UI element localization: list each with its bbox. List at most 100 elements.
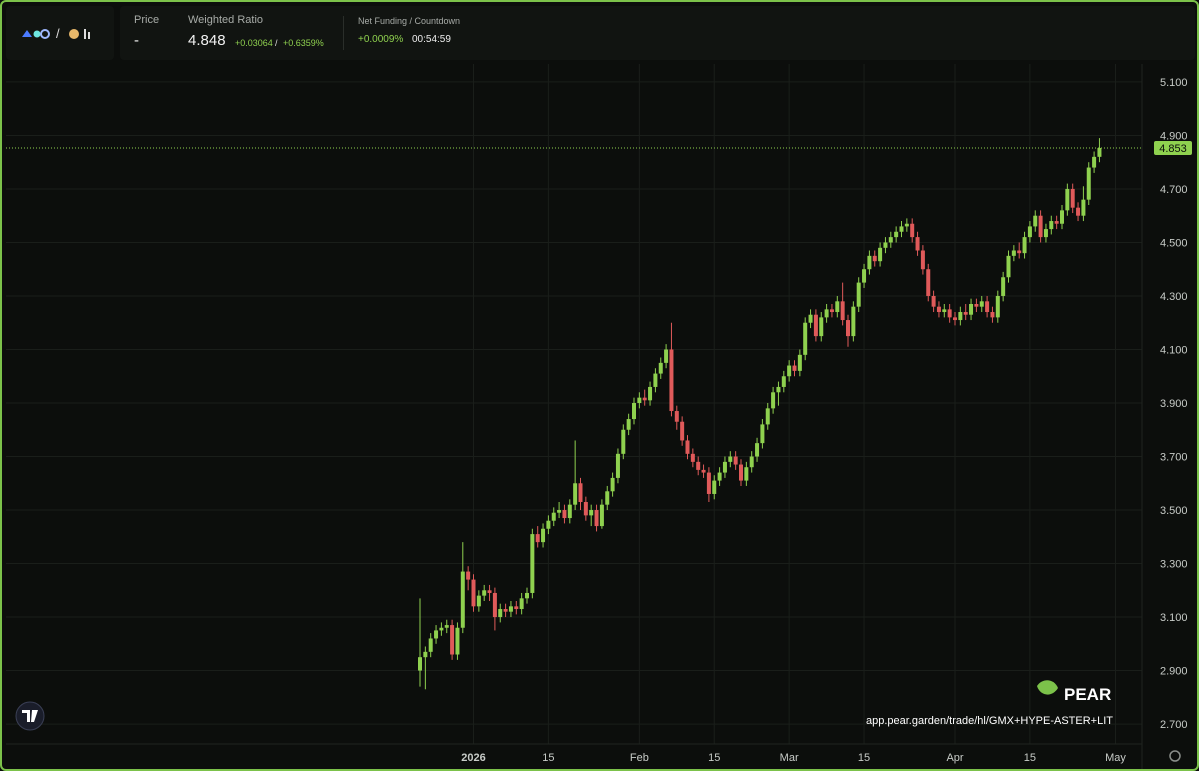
candle-body [439,627,444,631]
candle-body [851,306,856,337]
candle-body [476,595,481,607]
token-icon [33,30,41,38]
share-url: app.pear.garden/trade/hl/GMX+HYPE-ASTER+… [866,715,1113,727]
x-tick-label: May [1105,752,1126,764]
candle-body [696,461,701,470]
candle-body [492,592,497,618]
candle-body [899,226,904,232]
candle-body [658,362,663,374]
candle-body [1097,148,1102,157]
last-price-tag [1154,141,1192,156]
candle-body [926,269,931,296]
candle-body [567,504,572,519]
candle-body [471,579,476,607]
brand: PEAR [1064,685,1111,704]
candle-body [958,312,963,321]
candle-body [685,440,690,454]
candle-body [680,421,685,441]
y-tick-label: 4.900 [1160,130,1188,142]
candle-body [803,322,808,355]
candle-body [664,349,669,363]
candle-body [819,317,824,337]
candle-body [1049,221,1054,230]
last-price-label: 4.853 [1159,143,1187,155]
candle-body [760,424,765,444]
candle-body [963,312,968,315]
candle-body [621,429,626,454]
candle-body [1022,237,1027,254]
candle-body [706,472,711,494]
candle-body [498,609,503,618]
candle-body [985,301,990,313]
candle-body [423,651,428,658]
candle-body [551,512,556,521]
token-icon [22,30,32,37]
y-tick-label: 2.700 [1160,719,1188,731]
candle-body [1038,215,1043,238]
candle-body [530,534,535,593]
candle-body [487,590,492,593]
candle-body [701,469,706,473]
candle-body [776,386,781,393]
candle-body [599,504,604,527]
candle-body [482,590,487,596]
candle-body [434,630,439,639]
x-tick-label: 2026 [461,752,485,764]
funding-label: Net Funding / Countdown [358,16,461,26]
countdown: 00:54:59 [412,34,451,45]
candle-body [765,408,770,425]
candle-body [578,483,583,502]
candle-body [974,304,979,307]
candle-body [450,625,455,655]
ratio-change-pct: +0.6359% [283,38,324,48]
candle-body [717,472,722,481]
y-tick-label: 4.700 [1160,184,1188,196]
candle-body [990,312,995,318]
candle-body [792,365,797,371]
candle-body [594,510,599,527]
candle-body [888,237,893,243]
candle-body [1065,188,1070,211]
candle-body [674,411,679,422]
candle-body [1027,226,1032,238]
x-tick-label: Feb [630,752,649,764]
x-tick-label: 15 [708,752,720,764]
pair-icons: / [22,26,90,41]
candle-body [418,657,422,671]
y-tick-label: 5.100 [1160,77,1188,89]
ratio-separator: / [275,38,278,48]
candle-body [808,314,813,323]
y-tick-label: 4.500 [1160,237,1188,249]
candle-body [1001,277,1006,296]
y-tick-label: 3.100 [1160,612,1188,624]
price-label: Price [134,14,160,26]
candle-body [797,354,802,371]
x-tick-label: 15 [858,752,870,764]
candle-body [626,419,631,430]
candle-body [856,282,861,307]
candle-body [744,467,749,481]
candle-body [749,456,754,468]
candle-body [931,295,936,307]
settings-icon[interactable] [1169,750,1181,762]
y-tick-label: 3.700 [1160,452,1188,464]
candle-body [573,483,578,505]
token-icon [84,29,86,39]
candle-body [428,638,433,652]
candle-body [915,237,920,251]
candle-body [910,223,915,238]
y-tick-label: 3.500 [1160,505,1188,517]
candle-body [969,304,974,315]
candle-body [690,453,695,462]
candle-body [637,397,642,403]
candle-body [942,309,947,313]
candle-body [519,598,524,610]
candle-body [771,392,776,409]
candle-body [947,309,952,318]
x-tick-label: 15 [1024,752,1036,764]
candle-body [557,510,562,513]
candle-body [781,376,786,387]
candle-body [535,534,540,543]
